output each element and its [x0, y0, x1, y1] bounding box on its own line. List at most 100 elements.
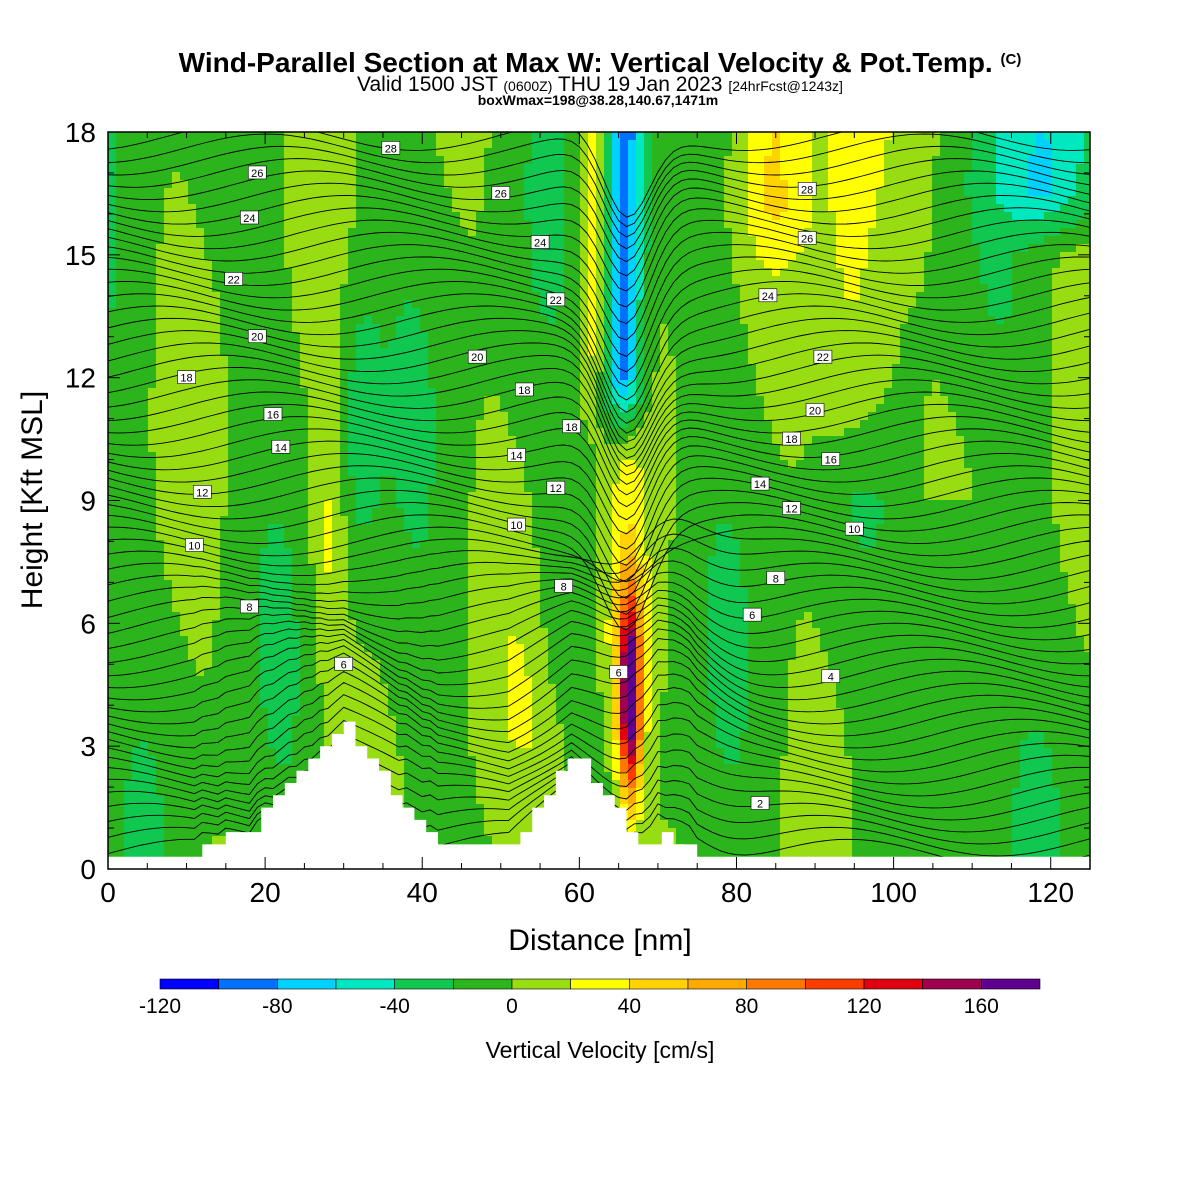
w-cell — [868, 212, 877, 221]
w-cell — [348, 332, 357, 341]
w-cell — [180, 204, 189, 213]
w-cell — [468, 300, 477, 309]
w-cell — [332, 244, 341, 253]
w-cell — [244, 436, 253, 445]
w-cell — [780, 260, 789, 269]
w-cell — [1076, 436, 1085, 445]
w-cell — [452, 172, 461, 181]
w-cell — [116, 284, 125, 293]
w-cell — [244, 148, 253, 157]
w-cell — [780, 380, 789, 389]
w-cell — [972, 140, 981, 149]
w-cell — [236, 356, 245, 365]
w-cell — [860, 180, 869, 189]
w-cell — [524, 340, 533, 349]
w-cell — [980, 220, 989, 229]
w-cell — [884, 164, 893, 173]
w-cell — [532, 180, 541, 189]
w-cell — [364, 268, 373, 277]
w-cell — [900, 156, 909, 165]
w-cell — [132, 388, 141, 397]
w-cell — [900, 340, 909, 349]
w-cell — [756, 180, 765, 189]
w-cell — [356, 212, 365, 221]
w-cell — [820, 340, 829, 349]
w-cell — [164, 308, 173, 317]
w-cell — [156, 284, 165, 293]
w-cell — [396, 340, 405, 349]
w-cell — [924, 172, 933, 181]
w-cell — [532, 156, 541, 165]
w-cell — [708, 212, 717, 221]
w-cell — [820, 300, 829, 309]
w-cell — [1012, 252, 1021, 261]
w-cell — [876, 340, 885, 349]
w-cell — [228, 372, 237, 381]
w-cell — [244, 380, 253, 389]
w-cell — [260, 292, 269, 301]
w-cell — [372, 356, 381, 365]
w-cell — [676, 252, 685, 261]
w-cell — [348, 396, 357, 405]
w-cell — [716, 276, 725, 285]
w-cell — [980, 212, 989, 221]
w-cell — [452, 340, 461, 349]
w-cell — [476, 204, 485, 213]
w-cell — [308, 324, 317, 333]
w-cell — [964, 300, 973, 309]
w-cell — [220, 140, 229, 149]
w-cell — [948, 428, 957, 437]
w-cell — [540, 404, 549, 413]
w-cell — [436, 308, 445, 317]
w-cell — [716, 436, 725, 445]
w-cell — [412, 276, 421, 285]
w-cell — [148, 188, 157, 197]
w-cell — [780, 140, 789, 149]
w-cell — [452, 388, 461, 397]
w-cell — [756, 172, 765, 181]
w-cell — [900, 252, 909, 261]
w-cell — [980, 140, 989, 149]
w-cell — [1028, 356, 1037, 365]
w-cell — [788, 260, 797, 269]
w-cell — [148, 268, 157, 277]
w-cell — [612, 380, 621, 389]
w-cell — [924, 420, 933, 429]
w-cell — [948, 164, 957, 173]
w-cell — [636, 204, 645, 213]
w-cell — [700, 316, 709, 325]
w-cell — [164, 348, 173, 357]
w-cell — [748, 164, 757, 173]
w-cell — [1044, 276, 1053, 285]
w-cell — [532, 260, 541, 269]
w-cell — [524, 284, 533, 293]
w-cell — [660, 308, 669, 317]
w-cell — [116, 444, 125, 453]
w-cell — [756, 380, 765, 389]
w-cell — [428, 388, 437, 397]
w-cell — [276, 452, 285, 461]
w-cell — [764, 380, 773, 389]
w-cell — [692, 172, 701, 181]
w-cell — [820, 268, 829, 277]
w-cell — [132, 164, 141, 173]
w-cell — [348, 420, 357, 429]
w-cell — [180, 404, 189, 413]
w-cell — [508, 172, 517, 181]
w-cell — [1004, 348, 1013, 357]
w-cell — [292, 332, 301, 341]
w-cell — [260, 444, 269, 453]
w-cell — [340, 452, 349, 461]
w-cell — [852, 148, 861, 157]
w-cell — [716, 148, 725, 157]
w-cell — [308, 316, 317, 325]
w-cell — [772, 252, 781, 261]
w-cell — [556, 268, 565, 277]
w-cell — [1060, 284, 1069, 293]
w-cell — [844, 156, 853, 165]
w-cell — [292, 188, 301, 197]
w-cell — [1028, 156, 1037, 165]
w-cell — [844, 244, 853, 253]
w-cell — [692, 268, 701, 277]
w-cell — [844, 188, 853, 197]
